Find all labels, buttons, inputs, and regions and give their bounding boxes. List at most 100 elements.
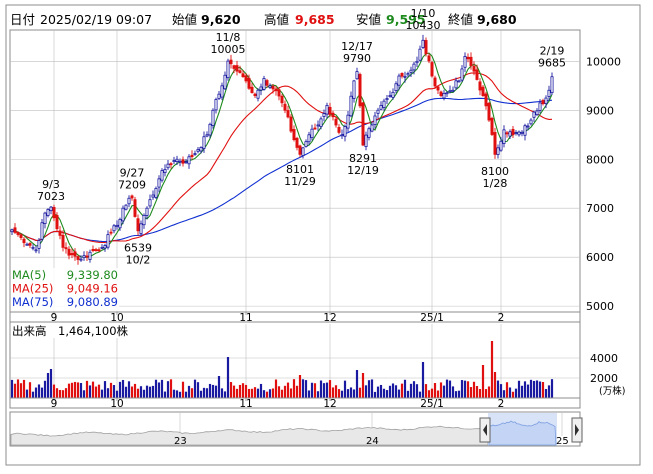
- candle-body: [238, 70, 242, 74]
- candle-body: [316, 124, 320, 127]
- candle-body: [541, 100, 545, 105]
- candle-body: [466, 56, 470, 60]
- candle: [139, 220, 143, 236]
- volume-bar: [106, 388, 110, 398]
- candle-body: [295, 137, 299, 148]
- volume-bar: [262, 390, 266, 398]
- volume-bar: [256, 388, 260, 398]
- volume-bar: [169, 379, 173, 398]
- candle: [61, 230, 65, 252]
- candle-body: [391, 91, 395, 98]
- volume-bar: [433, 383, 437, 398]
- candle-body: [358, 74, 362, 107]
- candle-body: [94, 249, 98, 251]
- candle: [172, 156, 176, 165]
- annotation-value: 10430: [406, 19, 441, 32]
- candle: [454, 77, 458, 90]
- volume-label: 出来高: [12, 324, 47, 338]
- volume-bar: [55, 388, 59, 398]
- candle-body: [64, 247, 68, 250]
- annotation-date: 10/2: [126, 254, 151, 267]
- volume-bar: [493, 372, 497, 398]
- candle-body: [235, 65, 239, 72]
- month-label: 11: [239, 312, 252, 324]
- range-navigator[interactable]: 23 24 25: [9, 411, 583, 447]
- date-value: 2025/02/19 09:07: [40, 12, 152, 27]
- candle-body: [463, 56, 467, 68]
- volume-bar: [70, 382, 74, 398]
- volume-bar: [154, 379, 158, 398]
- candle-body: [241, 73, 245, 78]
- candle-body: [529, 119, 533, 125]
- month-label: 25/1: [420, 398, 444, 410]
- volume-bar: [517, 380, 521, 398]
- volume-bar: [73, 381, 77, 398]
- volume-bar: [10, 379, 14, 398]
- volume-bar: [82, 390, 86, 398]
- candle: [166, 160, 170, 170]
- candle: [391, 88, 395, 100]
- volume-bar: [25, 389, 29, 398]
- volume-bar: [85, 380, 89, 398]
- candle: [76, 255, 80, 265]
- candle: [10, 228, 14, 236]
- candle-body: [211, 109, 215, 126]
- candle: [376, 107, 380, 119]
- candle: [274, 85, 278, 96]
- candle: [463, 52, 467, 73]
- candle-body: [115, 224, 119, 227]
- candle: [238, 65, 242, 74]
- candle: [106, 230, 110, 250]
- candle-body: [301, 147, 305, 156]
- month-label: 10: [110, 312, 123, 324]
- price-tick-label: 8000: [586, 153, 614, 166]
- candle-body: [526, 125, 530, 128]
- candle-body: [493, 132, 497, 155]
- candle: [232, 64, 236, 74]
- candle: [346, 111, 350, 132]
- volume-bar: [304, 380, 308, 398]
- candle-body: [202, 136, 206, 149]
- candle: [349, 91, 353, 118]
- candle-body: [130, 195, 134, 199]
- candle-body: [268, 85, 272, 88]
- volume-bar: [49, 369, 53, 398]
- volume-bar: [238, 384, 242, 398]
- month-axis: 9 10 11 12 25/1 2: [51, 312, 504, 324]
- ma-legend-bg: [11, 268, 119, 311]
- candle-body: [385, 98, 389, 101]
- volume-bar: [79, 383, 83, 398]
- ma-legend-name: MA(25): [12, 282, 53, 296]
- candle-body: [97, 249, 101, 252]
- annotation-date: 9/27: [120, 166, 145, 179]
- volume-bar: [292, 379, 296, 398]
- volume-bar: [337, 389, 341, 398]
- volume-bar: [208, 383, 212, 398]
- volume-bar: [526, 384, 530, 398]
- navigator-year-25: 25: [556, 436, 569, 447]
- annotation-date: 11/8: [216, 31, 241, 44]
- candle: [136, 214, 140, 236]
- candle: [259, 83, 263, 96]
- candle: [229, 54, 233, 69]
- volume-tick-label: 4000: [590, 352, 618, 365]
- candle: [331, 110, 335, 121]
- candle: [430, 60, 434, 78]
- candle: [421, 34, 425, 49]
- candle-body: [106, 234, 110, 248]
- candle-body: [340, 134, 344, 137]
- volume-bar: [379, 384, 383, 398]
- month-label: 9: [51, 398, 58, 410]
- ma5-line: [11, 52, 553, 259]
- volume-bar: [451, 386, 455, 398]
- candle-body: [76, 256, 80, 260]
- month-label: 25/1: [420, 312, 444, 324]
- volume-bar: [529, 379, 533, 398]
- candle-body: [484, 93, 488, 107]
- candle: [460, 65, 464, 82]
- candle: [439, 90, 443, 98]
- volume-bar: [232, 385, 236, 398]
